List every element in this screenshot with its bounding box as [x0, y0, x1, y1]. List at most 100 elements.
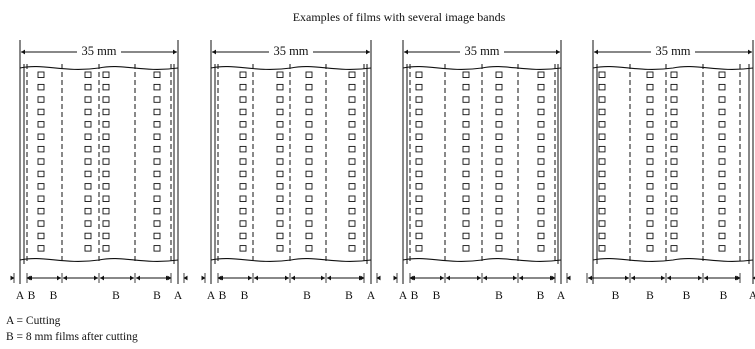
- perforation: [670, 220, 678, 227]
- cut-label: B: [345, 290, 353, 302]
- measure-arrowhead: [201, 275, 206, 281]
- perforation: [646, 220, 654, 227]
- measure-arrowhead: [631, 275, 635, 281]
- perforation: [305, 195, 313, 202]
- film-tear-bottom: [210, 258, 372, 262]
- perforation: [84, 96, 92, 103]
- perforation: [276, 133, 284, 140]
- measure-arrowhead: [321, 275, 325, 281]
- perforation: [537, 83, 545, 91]
- perforation: [462, 207, 470, 215]
- perforation: [646, 145, 654, 153]
- perforation: [153, 83, 161, 91]
- perforation: [718, 133, 726, 140]
- measure-arrowhead: [360, 275, 365, 281]
- perforation: [718, 245, 726, 252]
- dimension-arrowhead-right: [556, 49, 560, 55]
- dimension-arrowhead-left: [594, 49, 598, 55]
- perforation: [239, 121, 247, 128]
- perforation: [102, 96, 110, 103]
- measure-arrowhead: [588, 275, 592, 281]
- perforation: [670, 158, 678, 165]
- measure-arrowhead: [667, 275, 671, 281]
- perforation: [37, 220, 45, 227]
- perforation: [537, 232, 545, 240]
- perforation: [239, 71, 247, 78]
- perforation: [462, 220, 470, 227]
- perforation: [84, 145, 92, 153]
- perforation: [537, 158, 545, 165]
- perforation: [415, 195, 423, 202]
- perforation: [239, 195, 247, 202]
- perforation: [348, 158, 356, 165]
- perforation: [415, 71, 423, 78]
- perforation: [670, 71, 678, 78]
- perforation: [598, 207, 606, 215]
- measure-arrowhead: [94, 275, 98, 281]
- perforation: [537, 133, 545, 140]
- measure-arrowhead: [285, 275, 289, 281]
- cut-label: A: [557, 290, 566, 302]
- width-label: 35 mm: [464, 44, 499, 58]
- perforation: [153, 121, 161, 128]
- perforation: [276, 183, 284, 190]
- perforation: [276, 121, 284, 128]
- perforation: [102, 183, 110, 190]
- cut-label: B: [50, 290, 58, 302]
- perforation: [598, 158, 606, 165]
- perforation: [84, 183, 92, 190]
- perforation: [462, 158, 470, 165]
- film-tear-top: [592, 66, 754, 70]
- perforation: [102, 83, 110, 91]
- perforation: [305, 245, 313, 252]
- perforation: [84, 232, 92, 240]
- measure-arrowhead: [63, 275, 67, 281]
- perforation: [495, 83, 503, 91]
- perforation: [305, 96, 313, 103]
- perforation: [305, 145, 313, 153]
- film-tear-top: [210, 66, 372, 70]
- perforation: [37, 183, 45, 190]
- perforation: [348, 183, 356, 190]
- perforation: [84, 195, 92, 202]
- perforation: [537, 108, 545, 116]
- perforation: [537, 183, 545, 190]
- measure-arrowhead: [440, 275, 444, 281]
- perforation: [670, 232, 678, 240]
- perforation: [37, 133, 45, 140]
- perforation: [153, 207, 161, 215]
- measure-arrowhead: [736, 275, 741, 281]
- perforation: [305, 170, 313, 178]
- film-4: 35 mm B B B B A: [586, 40, 755, 302]
- perforation: [718, 183, 726, 190]
- measure-arrowhead: [100, 275, 104, 281]
- perforation: [495, 195, 503, 202]
- perforation: [415, 232, 423, 240]
- perforation: [37, 195, 45, 202]
- perforation: [37, 158, 45, 165]
- film-3: 35 mmA B B B B A: [393, 40, 571, 302]
- perforation: [415, 183, 423, 190]
- perforation: [462, 245, 470, 252]
- perforation: [276, 71, 284, 78]
- perforation: [537, 245, 545, 252]
- perforation: [495, 133, 503, 140]
- perforation: [598, 133, 606, 140]
- measure-arrowhead: [376, 275, 381, 281]
- perforation: [462, 170, 470, 178]
- perforation: [153, 195, 161, 202]
- perforation: [37, 232, 45, 240]
- measure-arrowhead: [167, 275, 172, 281]
- perforation: [84, 108, 92, 116]
- perforation: [462, 232, 470, 240]
- diagram-title: Examples of films with several image ban…: [293, 10, 506, 24]
- perforation: [646, 108, 654, 116]
- perforation: [462, 71, 470, 78]
- perforation: [37, 71, 45, 78]
- dimension-arrowhead-right: [366, 49, 370, 55]
- perforation: [462, 96, 470, 103]
- dimension-arrowhead-left: [404, 49, 408, 55]
- measure-arrowhead: [483, 275, 487, 281]
- perforation: [153, 232, 161, 240]
- perforation: [670, 195, 678, 202]
